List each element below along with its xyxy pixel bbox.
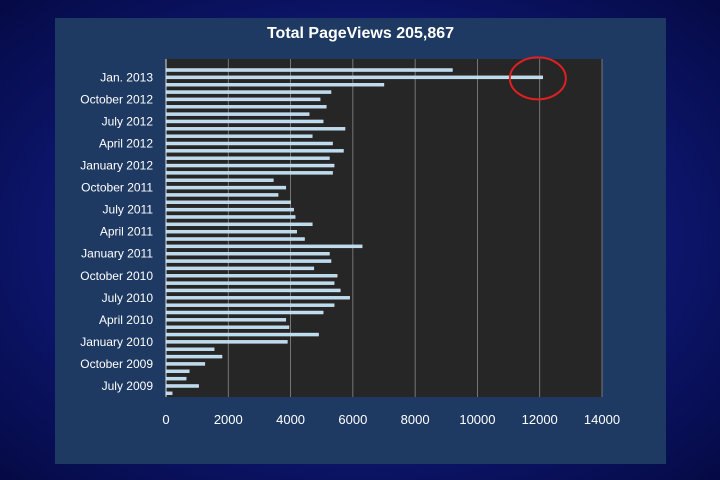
bar (165, 83, 385, 87)
bar (165, 391, 173, 396)
bar (165, 229, 297, 234)
bar (165, 362, 206, 366)
bar (165, 149, 344, 153)
x-tick-label: 4000 (276, 412, 305, 427)
bar (165, 97, 321, 102)
x-tick-label: 6000 (338, 412, 367, 427)
bar (165, 266, 315, 271)
bar (165, 193, 279, 197)
bar (165, 171, 333, 175)
chart-panel: July 2009 October 2009 January 2010 April 2… (55, 18, 666, 464)
y-tick-label: July 2011 (103, 203, 154, 217)
bar (165, 178, 274, 182)
x-tick-label: 10000 (459, 412, 495, 427)
bar (165, 163, 335, 168)
bar (165, 347, 215, 351)
x-tick-label: 8000 (401, 412, 430, 427)
bar (165, 112, 310, 116)
bar (165, 244, 363, 249)
bar (165, 105, 327, 109)
bar (165, 68, 453, 72)
bar-chart: July 2009 October 2009 January 2010 April 2… (80, 56, 620, 427)
bar (165, 90, 332, 94)
x-tick-label: 14000 (584, 412, 620, 427)
bar (165, 376, 187, 381)
bar (165, 200, 291, 204)
bar (165, 156, 330, 160)
bar (165, 185, 287, 190)
y-tick-label: July 2009 (102, 379, 154, 393)
bar (165, 259, 332, 263)
bar (165, 369, 190, 373)
bar (165, 310, 324, 315)
bar (165, 237, 305, 241)
chart-title: Total PageViews 205,867 (266, 25, 455, 42)
bar (165, 141, 333, 146)
y-tick-label: July 2012 (102, 114, 154, 128)
y-tick-label: October 2012 (80, 92, 153, 106)
bar (165, 303, 335, 307)
bar (165, 354, 223, 359)
bar (165, 207, 294, 212)
y-tick-label: January 2011 (81, 247, 153, 261)
bar (165, 75, 543, 80)
bar (165, 281, 335, 285)
bar (165, 318, 287, 322)
y-tick-label: April 2012 (99, 137, 153, 151)
bar (165, 340, 288, 344)
bar (165, 119, 324, 124)
bar (165, 215, 296, 219)
bar (165, 384, 199, 388)
bar (165, 134, 313, 138)
y-tick-label: October 2010 (80, 269, 153, 283)
bar (165, 332, 319, 337)
bar (165, 325, 290, 329)
bar (165, 296, 350, 300)
bar (165, 288, 341, 293)
x-tick-label: 2000 (214, 412, 243, 427)
y-tick-label: January 2010 (80, 335, 153, 349)
y-tick-label: October 2009 (80, 357, 153, 371)
bar (165, 252, 330, 256)
y-tick-label: October 2011 (81, 181, 153, 195)
bar (165, 222, 313, 227)
y-tick-label: Jan. 2013 (100, 70, 153, 84)
plot-area (166, 59, 602, 397)
y-tick-label: January 2012 (80, 159, 153, 173)
bar (165, 127, 346, 131)
x-tick-label: 12000 (522, 412, 558, 427)
highlight-circle (508, 56, 567, 101)
y-tick-label: April 2011 (100, 225, 153, 239)
x-tick-label: 0 (162, 412, 169, 427)
bar (165, 274, 338, 278)
y-tick-label: July 2010 (102, 291, 154, 305)
y-tick-label: April 2010 (99, 313, 153, 327)
